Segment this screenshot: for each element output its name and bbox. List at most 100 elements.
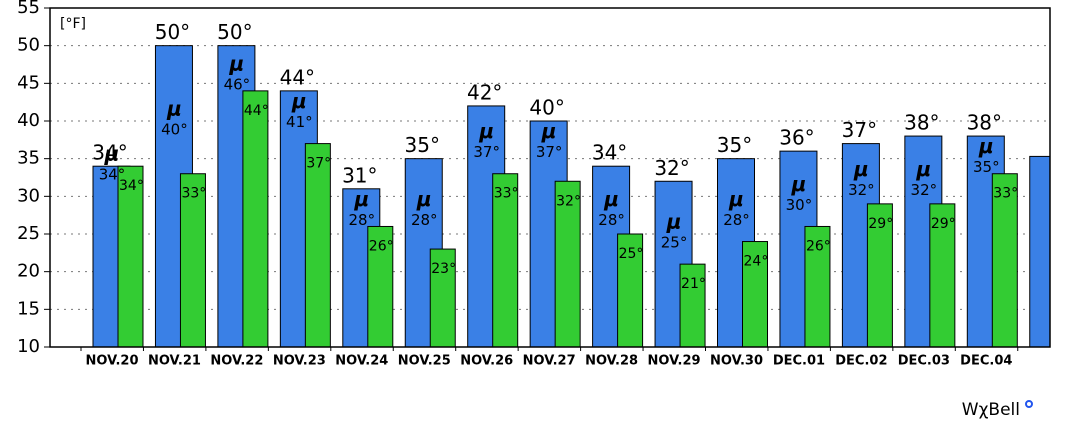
x-tick-label: NOV.27 [523,354,576,369]
mean-symbol: μ [416,187,432,211]
mean-marker: μ35° [973,134,1000,176]
mean-value-label: 28° [411,211,438,229]
mean-value-label: 46° [224,75,251,93]
mean-marker: μ25° [661,210,688,252]
mean-symbol: μ [291,89,307,113]
unit-label: [°F] [60,16,86,32]
mean-symbol: μ [166,97,182,121]
mean-value-label: 37° [473,143,500,161]
bar-value-label: 44° [280,65,315,89]
plot-frame [49,7,1051,348]
mean-value-label: 37° [536,143,563,161]
bar-value-label: 31° [342,163,377,187]
bar-value-label: 32° [556,193,581,209]
bar-value-label: 37° [306,156,331,172]
bar-value-label: 26° [369,238,394,254]
bar-value-label: 23° [431,261,456,277]
bar-value-label: 38° [904,111,939,135]
mean-symbol: μ [478,119,494,143]
mean-value-label: 32° [911,181,938,199]
bar [679,263,706,347]
bar-value-label: 24° [744,254,769,270]
mean-marker: μ37° [536,119,563,161]
mean-symbol: μ [791,172,807,196]
y-tick-label: 30 [17,185,40,206]
mean-value-label: 41° [286,113,313,131]
bar [929,203,956,347]
bar-value-label: 33° [181,186,206,202]
watermark: WχBell [962,400,1020,420]
x-tick-label: NOV.28 [585,354,638,369]
bar [117,165,144,347]
mean-value-label: 34° [99,166,126,184]
mean-value-label: 28° [349,211,376,229]
mean-value-label: 35° [973,158,1000,176]
mean-marker: μ37° [473,119,500,161]
x-tick-label: NOV.24 [335,354,388,369]
y-tick-label: 15 [17,298,40,319]
mean-marker: μ30° [786,172,813,214]
mean-symbol: μ [978,134,994,158]
y-tick-label: 45 [17,72,40,93]
mean-symbol: μ [853,157,869,181]
mean-symbol: μ [728,187,744,211]
x-tick-label: DEC.01 [773,354,825,369]
x-tick-label: NOV.23 [273,354,326,369]
bar-value-label: 33° [993,186,1018,202]
x-tick-label: NOV.30 [710,354,763,369]
bar-value-label: 36° [779,126,814,150]
bar [866,203,893,347]
mean-symbol: μ [104,142,120,166]
mean-symbol: μ [666,210,682,234]
bar-value-label: 29° [931,216,956,232]
mean-value-label: 25° [661,234,688,252]
bar [242,90,269,347]
bar [617,233,644,347]
bar [804,225,831,347]
bar-value-label: 34° [92,141,127,165]
y-tick-label: 25 [17,223,40,244]
bar [367,225,394,347]
mean-marker: μ28° [598,187,625,229]
x-tick-label: NOV.25 [398,354,451,369]
watermark-dot [1025,400,1033,408]
bar [554,180,581,347]
x-tick-label: DEC.02 [835,354,887,369]
bar [991,173,1018,347]
bar-value-label: 35° [405,133,440,157]
bar-value-label: 38° [967,111,1002,135]
bar-value-label: 21° [681,276,706,292]
x-tick-label: NOV.26 [460,354,513,369]
mean-marker: μ32° [848,157,875,199]
bar-value-label: 50° [217,20,252,44]
bar [304,143,331,347]
mean-marker: μ40° [161,97,188,139]
bar-value-label: 34° [592,141,627,165]
mean-marker: μ34° [99,142,126,184]
bar-value-label: 32° [654,156,689,180]
x-tick-label: NOV.29 [648,354,701,369]
bar [429,248,456,347]
plot-area [92,45,1050,347]
mean-marker: μ32° [911,157,938,199]
mean-marker: μ28° [723,187,750,229]
bar-value-label: 29° [868,216,893,232]
bar [1029,155,1050,347]
mean-symbol: μ [353,187,369,211]
bar-value-label: 35° [717,133,752,157]
bar-value-label: 50° [155,20,190,44]
x-tick-label: DEC.03 [898,354,950,369]
mean-value-label: 32° [848,181,875,199]
mean-symbol: μ [603,187,619,211]
mean-value-label: 40° [161,121,188,139]
x-tick-label: DEC.04 [960,354,1012,369]
x-tick-label: NOV.21 [148,354,201,369]
mean-symbol: μ [915,157,931,181]
bar-value-label: 37° [842,118,877,142]
mean-marker: μ28° [349,187,376,229]
y-tick-label: 55 [17,0,40,18]
bar-value-label: 33° [494,186,519,202]
mean-value-label: 28° [723,211,750,229]
bar [179,173,206,347]
